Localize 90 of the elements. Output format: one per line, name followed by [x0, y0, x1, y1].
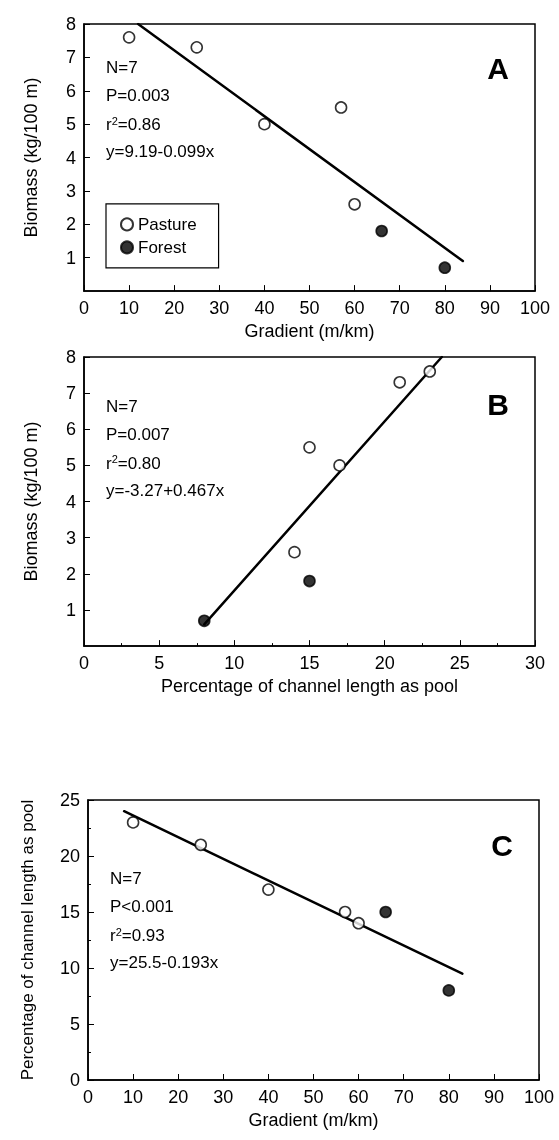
y-tick-label: 15: [59, 902, 80, 922]
annotation: y=-3.27+0.467x: [106, 480, 225, 500]
x-tick-label: 100: [519, 298, 551, 319]
annotation: C: [491, 829, 514, 863]
x-tick-label: 50: [299, 298, 320, 319]
point: [126, 816, 140, 829]
y-tick-label: 1: [65, 599, 76, 620]
y-tick-label: 7: [65, 47, 76, 68]
y-tick-label: 2: [65, 214, 76, 235]
annotation: y=9.19-0.099x: [106, 142, 215, 162]
x-tick-label: 70: [389, 298, 410, 319]
annotation: N=7: [106, 396, 138, 416]
y-tick-label: 3: [65, 527, 76, 548]
x-tick-label: 70: [393, 1087, 414, 1107]
point: [258, 117, 271, 131]
legend-label: Forest: [138, 237, 187, 257]
x-tick-label: 60: [348, 1087, 369, 1107]
point: [393, 376, 406, 389]
annotation: P=0.007: [106, 424, 170, 444]
y-tick-label: 2: [65, 563, 76, 584]
x-tick-label: 40: [258, 1087, 279, 1107]
y-tick-label: 10: [59, 958, 80, 978]
x-tick-label: 80: [438, 1087, 459, 1107]
legend-label: Pasture: [138, 214, 197, 234]
x-tick-label: 30: [209, 298, 230, 319]
point: [303, 441, 316, 454]
point: [438, 261, 452, 275]
point: [442, 984, 456, 997]
x-tick-label: 20: [164, 298, 185, 319]
x-tick-label: 10: [119, 298, 140, 319]
y-tick-label: 4: [65, 491, 76, 512]
point: [348, 198, 361, 211]
x-tick-label: 90: [479, 298, 500, 319]
y-tick-label: 20: [59, 846, 80, 866]
annotation: A: [487, 52, 510, 86]
y-tick-label: 3: [65, 180, 76, 201]
y-tick-label: 6: [65, 80, 76, 101]
y-tick-label: 4: [65, 147, 76, 168]
point: [122, 31, 136, 44]
point: [423, 365, 437, 378]
y-tick-label: 8: [65, 14, 76, 34]
point: [197, 614, 211, 628]
annotation: y=25.5-0.193x: [110, 953, 219, 972]
annotation: P<0.001: [110, 897, 174, 916]
x-tick-label: 50: [303, 1087, 324, 1107]
y-tick-label: 5: [65, 455, 76, 476]
point: [379, 905, 392, 919]
y-tick-label: 1: [65, 247, 76, 268]
y-axis-title: Percentage of channel length as pool: [18, 799, 37, 1081]
x-tick-label: 20: [374, 653, 395, 674]
x-tick-label: 20: [168, 1087, 189, 1107]
x-axis-title: Percentage of channel length as pool: [160, 676, 459, 696]
y-tick-label: 8: [65, 347, 76, 367]
point: [288, 545, 301, 559]
x-tick-label: 30: [213, 1087, 234, 1107]
x-tick-label: 30: [524, 653, 546, 674]
y-axis-title: Biomass (kg/100 m): [21, 77, 41, 238]
y-axis-title: Biomass (kg/100 m): [21, 421, 41, 582]
annotation: P=0.003: [106, 86, 170, 106]
point: [333, 459, 346, 472]
point: [338, 905, 352, 919]
x-tick-label: 90: [483, 1087, 504, 1107]
y-tick-label: 5: [65, 114, 76, 135]
point: [375, 224, 388, 238]
y-tick-label: 0: [69, 1070, 80, 1090]
annotation: N=7: [106, 58, 138, 78]
point: [334, 101, 348, 114]
annotation: B: [487, 387, 510, 421]
annotation: N=7: [110, 869, 142, 888]
x-tick-label: 25: [449, 653, 470, 674]
x-axis-title: Gradient (m/km): [248, 1109, 379, 1130]
x-tick-label: 80: [434, 298, 455, 319]
x-tick-label: 10: [123, 1087, 144, 1107]
x-tick-label: 40: [254, 298, 275, 319]
x-tick-label: 0: [82, 1087, 94, 1107]
y-tick-label: 5: [69, 1014, 80, 1034]
x-tick-label: 60: [344, 298, 365, 319]
y-tick-label: 6: [65, 419, 76, 440]
point: [190, 41, 204, 54]
x-tick-label: 100: [523, 1087, 555, 1107]
point: [262, 883, 275, 896]
x-axis-title: Gradient (m/km): [244, 321, 375, 341]
x-tick-label: 5: [154, 653, 165, 674]
y-tick-label: 25: [59, 790, 80, 810]
point: [303, 574, 316, 588]
x-tick-label: 10: [224, 653, 245, 674]
point: [352, 916, 365, 930]
point: [194, 838, 208, 852]
y-tick-label: 7: [65, 383, 76, 404]
x-tick-label: 15: [299, 653, 320, 674]
